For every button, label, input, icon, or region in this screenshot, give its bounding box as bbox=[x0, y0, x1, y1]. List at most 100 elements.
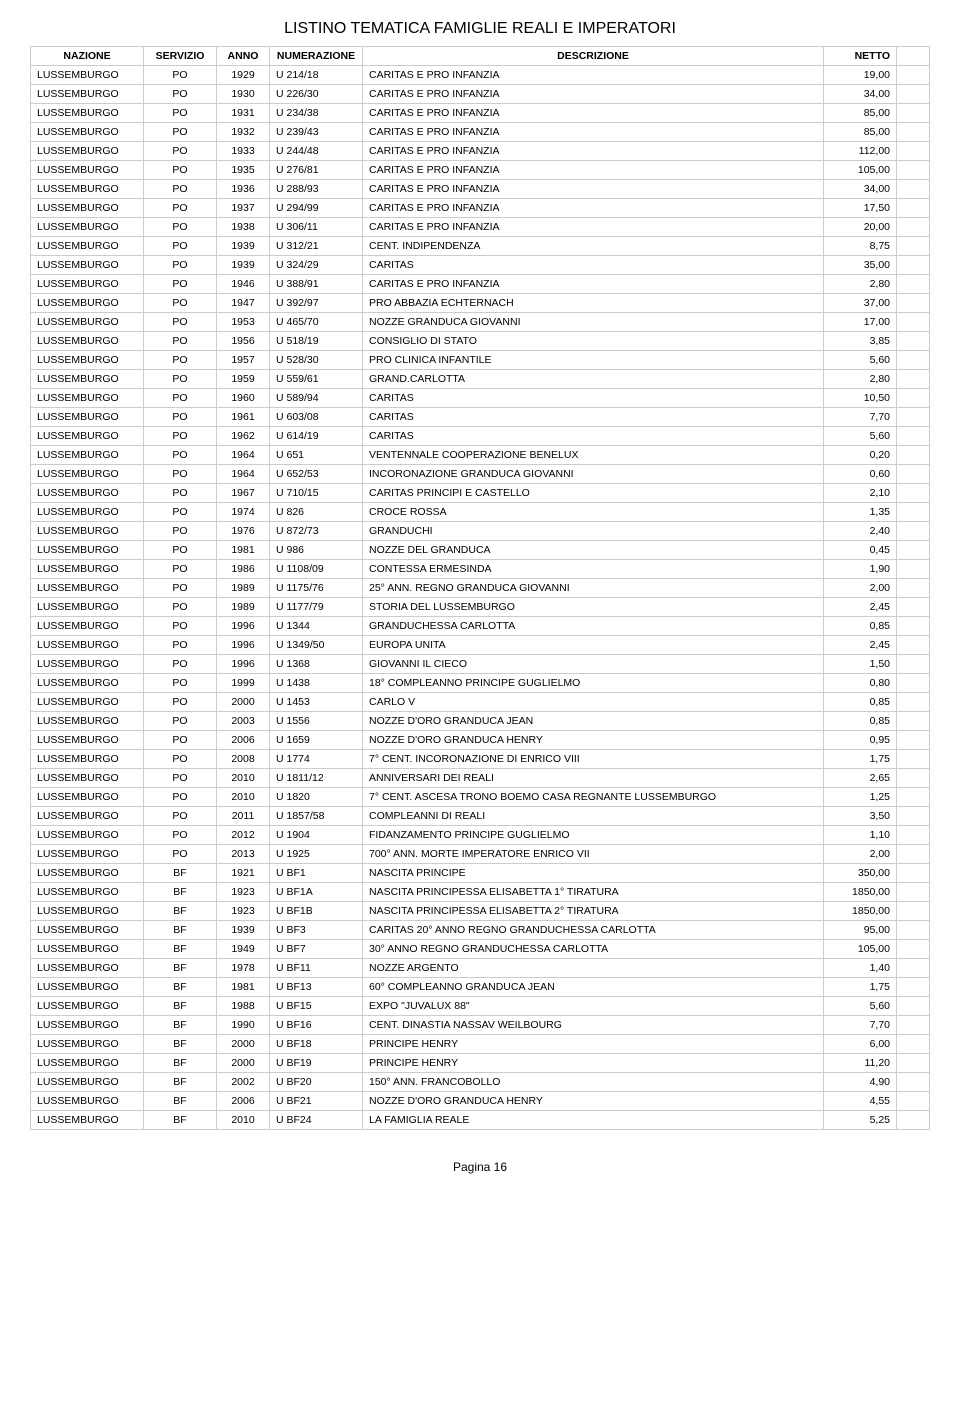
table-row: LUSSEMBURGOPO1935U 276/81CARITAS E PRO I… bbox=[31, 161, 930, 180]
cell-empty bbox=[897, 1073, 930, 1092]
cell-nazione: LUSSEMBURGO bbox=[31, 180, 144, 199]
cell-servizio: PO bbox=[144, 199, 217, 218]
cell-empty bbox=[897, 503, 930, 522]
cell-descrizione: CARITAS bbox=[363, 408, 824, 427]
cell-numerazione: U 392/97 bbox=[270, 294, 363, 313]
cell-servizio: PO bbox=[144, 123, 217, 142]
cell-netto: 7,70 bbox=[824, 408, 897, 427]
cell-empty bbox=[897, 294, 930, 313]
cell-numerazione: U 1108/09 bbox=[270, 560, 363, 579]
cell-nazione: LUSSEMBURGO bbox=[31, 237, 144, 256]
cell-anno: 1939 bbox=[217, 237, 270, 256]
cell-descrizione: CARITAS E PRO INFANZIA bbox=[363, 199, 824, 218]
cell-descrizione: EUROPA UNITA bbox=[363, 636, 824, 655]
cell-anno: 1976 bbox=[217, 522, 270, 541]
cell-empty bbox=[897, 978, 930, 997]
cell-anno: 1960 bbox=[217, 389, 270, 408]
cell-descrizione: GIOVANNI IL CIECO bbox=[363, 655, 824, 674]
cell-servizio: PO bbox=[144, 370, 217, 389]
cell-descrizione: NOZZE DEL GRANDUCA bbox=[363, 541, 824, 560]
cell-servizio: PO bbox=[144, 807, 217, 826]
cell-empty bbox=[897, 750, 930, 769]
cell-netto: 17,00 bbox=[824, 313, 897, 332]
cell-netto: 2,65 bbox=[824, 769, 897, 788]
cell-anno: 1999 bbox=[217, 674, 270, 693]
cell-empty bbox=[897, 237, 930, 256]
table-row: LUSSEMBURGOPO1956U 518/19CONSIGLIO DI ST… bbox=[31, 332, 930, 351]
cell-anno: 2000 bbox=[217, 1054, 270, 1073]
cell-anno: 1935 bbox=[217, 161, 270, 180]
page-title: LISTINO TEMATICA FAMIGLIE REALI E IMPERA… bbox=[30, 20, 930, 38]
cell-servizio: BF bbox=[144, 883, 217, 902]
cell-numerazione: U BF7 bbox=[270, 940, 363, 959]
cell-netto: 350,00 bbox=[824, 864, 897, 883]
cell-descrizione: FIDANZAMENTO PRINCIPE GUGLIELMO bbox=[363, 826, 824, 845]
cell-empty bbox=[897, 693, 930, 712]
cell-numerazione: U BF19 bbox=[270, 1054, 363, 1073]
col-header-anno: ANNO bbox=[217, 47, 270, 66]
cell-servizio: PO bbox=[144, 389, 217, 408]
cell-numerazione: U 294/99 bbox=[270, 199, 363, 218]
cell-numerazione: U 1857/58 bbox=[270, 807, 363, 826]
cell-empty bbox=[897, 997, 930, 1016]
cell-nazione: LUSSEMBURGO bbox=[31, 921, 144, 940]
cell-numerazione: U 1659 bbox=[270, 731, 363, 750]
cell-nazione: LUSSEMBURGO bbox=[31, 389, 144, 408]
cell-empty bbox=[897, 199, 930, 218]
table-row: LUSSEMBURGOBF2002U BF20150° ANN. FRANCOB… bbox=[31, 1073, 930, 1092]
cell-servizio: PO bbox=[144, 845, 217, 864]
cell-descrizione: CARITAS E PRO INFANZIA bbox=[363, 85, 824, 104]
listing-table: NAZIONE SERVIZIO ANNO NUMERAZIONE DESCRI… bbox=[30, 46, 930, 1130]
cell-descrizione: CARITAS bbox=[363, 389, 824, 408]
cell-empty bbox=[897, 446, 930, 465]
cell-numerazione: U 312/21 bbox=[270, 237, 363, 256]
cell-nazione: LUSSEMBURGO bbox=[31, 66, 144, 85]
cell-descrizione: CENT. DINASTIA NASSAV WEILBOURG bbox=[363, 1016, 824, 1035]
cell-servizio: PO bbox=[144, 636, 217, 655]
cell-servizio: BF bbox=[144, 959, 217, 978]
cell-numerazione: U BF15 bbox=[270, 997, 363, 1016]
cell-empty bbox=[897, 560, 930, 579]
cell-empty bbox=[897, 1016, 930, 1035]
cell-anno: 1929 bbox=[217, 66, 270, 85]
cell-numerazione: U 288/93 bbox=[270, 180, 363, 199]
cell-descrizione: PRO CLINICA INFANTILE bbox=[363, 351, 824, 370]
cell-anno: 1921 bbox=[217, 864, 270, 883]
table-row: LUSSEMBURGOPO1960U 589/94CARITAS10,50 bbox=[31, 389, 930, 408]
cell-nazione: LUSSEMBURGO bbox=[31, 579, 144, 598]
table-row: LUSSEMBURGOPO1953U 465/70NOZZE GRANDUCA … bbox=[31, 313, 930, 332]
cell-empty bbox=[897, 712, 930, 731]
cell-servizio: PO bbox=[144, 579, 217, 598]
cell-netto: 3,85 bbox=[824, 332, 897, 351]
cell-empty bbox=[897, 655, 930, 674]
cell-numerazione: U 1349/50 bbox=[270, 636, 363, 655]
cell-empty bbox=[897, 902, 930, 921]
cell-netto: 1,75 bbox=[824, 978, 897, 997]
cell-descrizione: NOZZE ARGENTO bbox=[363, 959, 824, 978]
table-row: LUSSEMBURGOPO2013U 1925700° ANN. MORTE I… bbox=[31, 845, 930, 864]
col-header-nazione: NAZIONE bbox=[31, 47, 144, 66]
cell-numerazione: U 226/30 bbox=[270, 85, 363, 104]
table-row: LUSSEMBURGOPO1962U 614/19CARITAS5,60 bbox=[31, 427, 930, 446]
table-row: LUSSEMBURGOPO1931U 234/38CARITAS E PRO I… bbox=[31, 104, 930, 123]
cell-empty bbox=[897, 408, 930, 427]
cell-descrizione: NASCITA PRINCIPESSA ELISABETTA 2° TIRATU… bbox=[363, 902, 824, 921]
cell-nazione: LUSSEMBURGO bbox=[31, 465, 144, 484]
cell-servizio: BF bbox=[144, 1016, 217, 1035]
cell-nazione: LUSSEMBURGO bbox=[31, 199, 144, 218]
table-row: LUSSEMBURGOPO1986U 1108/09CONTESSA ERMES… bbox=[31, 560, 930, 579]
cell-descrizione: CENT. INDIPENDENZA bbox=[363, 237, 824, 256]
cell-anno: 1956 bbox=[217, 332, 270, 351]
table-row: LUSSEMBURGOPO1974U 826CROCE ROSSA1,35 bbox=[31, 503, 930, 522]
cell-anno: 1981 bbox=[217, 978, 270, 997]
cell-empty bbox=[897, 845, 930, 864]
cell-netto: 0,85 bbox=[824, 617, 897, 636]
cell-anno: 1949 bbox=[217, 940, 270, 959]
cell-anno: 2010 bbox=[217, 769, 270, 788]
cell-netto: 2,45 bbox=[824, 636, 897, 655]
cell-anno: 1939 bbox=[217, 921, 270, 940]
cell-descrizione: CARITAS E PRO INFANZIA bbox=[363, 123, 824, 142]
cell-servizio: PO bbox=[144, 693, 217, 712]
cell-nazione: LUSSEMBURGO bbox=[31, 769, 144, 788]
cell-servizio: PO bbox=[144, 769, 217, 788]
